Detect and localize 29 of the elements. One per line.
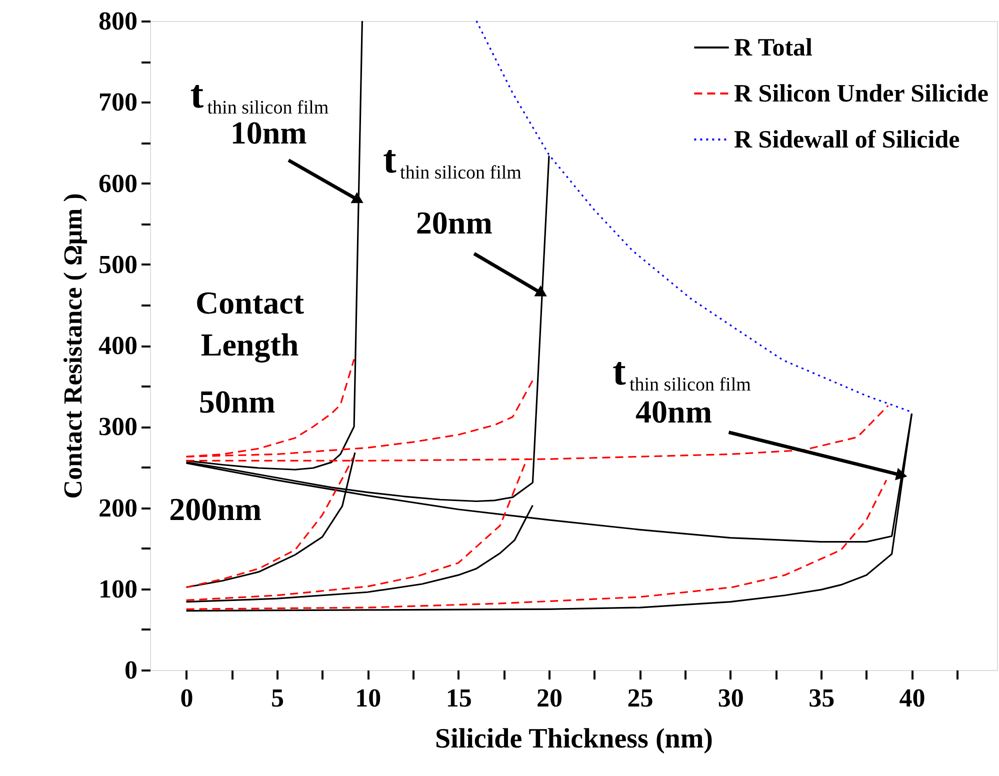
y-tick-label: 100: [98, 574, 138, 604]
x-tick-label: 40: [899, 684, 926, 712]
y-tick-label: 200: [98, 493, 138, 522]
legend-label: R Sidewall of Silicide: [734, 126, 960, 154]
y-tick-label: 700: [98, 88, 138, 117]
legend-label: R Silicon Under Silicide: [734, 80, 988, 108]
x-tick-label: 20: [536, 684, 563, 712]
y-tick-label: 800: [98, 6, 138, 36]
y-tick-label: 0: [124, 656, 138, 684]
y-axis-title: Contact Resistance ( Ωμm ): [58, 193, 88, 499]
x-tick-label: 30: [718, 684, 744, 712]
annotation: 10nm: [230, 114, 308, 150]
y-tick-label: 600: [98, 168, 138, 198]
x-axis-title: Silicide Thickness (nm): [435, 724, 713, 754]
annotation: 20nm: [416, 204, 493, 241]
annotation: 50nm: [198, 383, 276, 420]
x-tick-label: 15: [446, 684, 472, 712]
annotation: Contact Length: [196, 284, 304, 364]
x-tick-label: 35: [808, 684, 835, 712]
y-tick-label: 500: [98, 250, 138, 279]
annotation: 200nm: [169, 491, 262, 528]
x-tick-label: 0: [180, 684, 194, 712]
y-tick-label: 300: [98, 412, 138, 442]
x-tick-label: 5: [270, 684, 284, 712]
y-tick-label: 400: [98, 331, 138, 360]
x-tick-label: 25: [627, 684, 654, 712]
x-tick-label: 10: [355, 684, 382, 712]
legend-label: R Total: [734, 34, 813, 62]
annotation: 40nm: [636, 393, 712, 430]
